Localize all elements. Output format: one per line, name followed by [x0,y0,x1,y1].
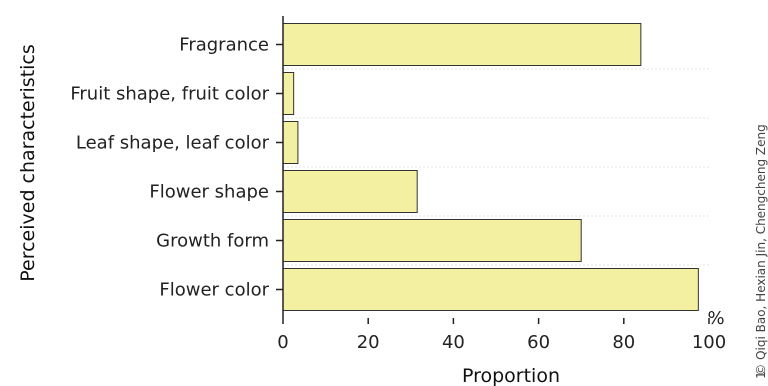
bar [282,219,582,262]
bar [282,72,295,115]
x-axis-title: Proportion [462,365,560,386]
bar [282,23,642,66]
bar-layer [282,23,699,311]
x-unit-label: % [707,308,724,329]
credit-number: 1 [754,371,768,379]
grid-layer [283,68,709,266]
category-label: Leaf shape, leaf color [76,133,270,154]
y-axis-title: Perceived characteristics [17,44,39,282]
bar [282,121,299,164]
bar [282,170,418,213]
bar [282,268,699,311]
category-label: Fragrance [179,35,269,56]
x-tick-label: 0 [277,332,288,353]
category-label: Flower shape [149,182,269,203]
x-tick-label: 60 [527,332,550,353]
axis-layer [276,16,710,324]
category-label: Fruit shape, fruit color [70,84,269,105]
category-label: Growth form [156,231,269,252]
credit-text: © Qiqi Bao, Hexian Jin, Chengcheng Zeng [754,124,768,375]
label-layer: Fragrance Fruit shape, fruit color Leaf sh… [70,35,726,354]
x-tick-label: 80 [612,332,635,353]
x-tick-label: 100 [692,332,726,353]
category-label: Flower color [159,280,269,301]
x-tick-label: 20 [357,332,380,353]
x-tick-label: 40 [442,332,465,353]
